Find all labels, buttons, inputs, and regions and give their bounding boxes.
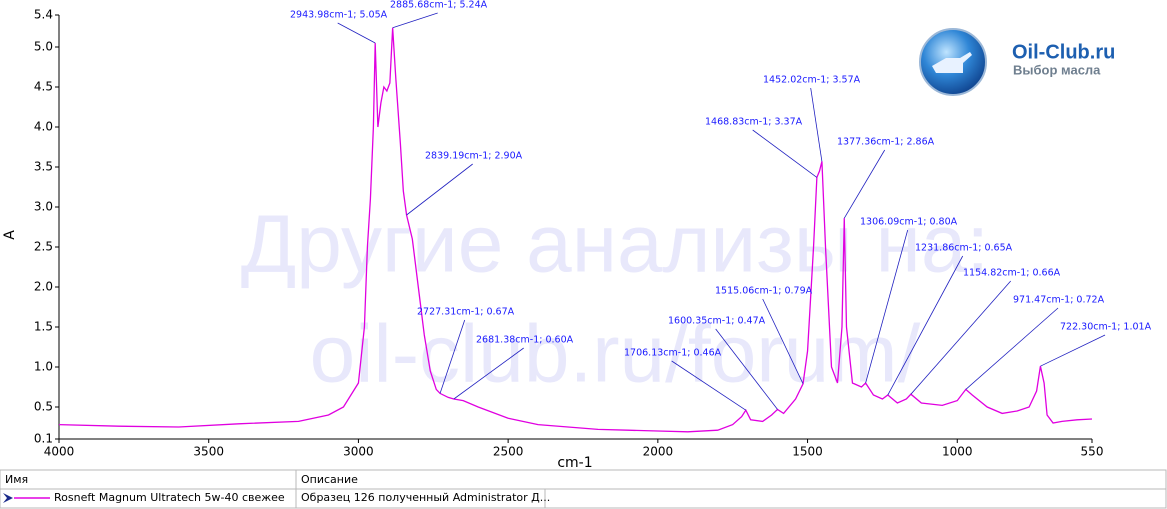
y-tick-label: 5.4 [34, 8, 53, 22]
annotation-leader [1040, 334, 1106, 367]
x-tick-label: 2000 [643, 445, 674, 459]
x-tick-label: 3000 [343, 445, 374, 459]
annotation-leader [715, 328, 778, 410]
annotation-leader [910, 280, 1012, 395]
x-tick-label: 2500 [493, 445, 524, 459]
annotation-label: 1377.36cm-1; 2.86A [837, 137, 935, 148]
x-tick-label: 1500 [792, 445, 823, 459]
table-header: Имя [5, 473, 28, 486]
annotation-leader [887, 255, 964, 396]
annotation-leader [843, 149, 886, 219]
annotation-label: 2727.31cm-1; 0.67A [417, 307, 515, 318]
legend-label[interactable]: Rosneft Magnum Ultratech 5w-40 свежее [54, 491, 285, 504]
y-tick-label: 3.5 [34, 160, 53, 174]
annotation-label: 1515.06cm-1; 0.79A [715, 286, 813, 297]
table-cell: Образец 126 полученный Administrator Д..… [301, 491, 550, 504]
logo-title: Oil-Club.ru [1012, 41, 1115, 63]
annotation-leader [810, 87, 823, 162]
annotation-leader [865, 229, 909, 384]
logo-subtitle: Выбор масла [1013, 62, 1101, 77]
annotation-leader [965, 307, 1059, 390]
table: Имя Описание Rosneft Magnum Ultratech 5w… [0, 469, 1167, 509]
logo-oilcan [932, 52, 972, 73]
spectrum-line [58, 27, 1093, 433]
table-header: Описание [301, 473, 358, 486]
y-tick-label: 2.5 [34, 240, 53, 254]
annotation-label: 1154.82cm-1; 0.66A [963, 268, 1061, 279]
annotation-leader [439, 319, 466, 394]
x-tick-label: 1000 [942, 445, 973, 459]
annotation-label: 1706.13cm-1; 0.46A [624, 348, 722, 359]
annotation-leader [671, 360, 747, 411]
x-tick-label: 4000 [44, 445, 75, 459]
y-tick-label: 0.5 [34, 400, 53, 414]
annotation-label: 1452.02cm-1; 3.57A [763, 75, 861, 86]
row-pointer [3, 493, 13, 503]
annotation-label: 1306.09cm-1; 0.80A [860, 217, 958, 228]
y-tick-label: 0.1 [34, 432, 53, 446]
y-tick-label: 5.0 [34, 40, 53, 54]
watermark: Другие анализы на: oil-club.ru/forum/ [241, 199, 989, 400]
annotation-leader [406, 163, 473, 216]
y-tick-label: 4.0 [34, 120, 53, 134]
annotation-label: 1231.86cm-1; 0.65A [915, 243, 1013, 254]
annotation-label: 1468.83cm-1; 3.37A [705, 117, 803, 128]
annotation-label: 2885.68cm-1; 5.24A [390, 0, 488, 11]
annotation-label: 971.47cm-1; 0.72A [1013, 295, 1105, 306]
y-tick-label: 1.5 [34, 320, 53, 334]
logo: Oil-Club.ru Выбор масла [919, 28, 1115, 96]
watermark-line: oil-club.ru/forum/ [310, 309, 921, 400]
annotation-label: 2839.19cm-1; 2.90A [425, 151, 523, 162]
y-tick-label: 1.0 [34, 360, 53, 374]
annotation-leader [392, 12, 438, 29]
x-tick-label: 3500 [193, 445, 224, 459]
annotation-leader [337, 22, 376, 44]
y-tick-label: 4.5 [34, 80, 53, 94]
annotation-label: 1600.35cm-1; 0.47A [668, 316, 766, 327]
annotation-label: 2943.98cm-1; 5.05A [290, 10, 388, 21]
x-axis-label: cm-1 [557, 455, 592, 471]
annotation-label: 722.30cm-1; 1.01A [1060, 322, 1152, 333]
annotation-leader [453, 347, 524, 400]
annotation-leader [752, 129, 818, 178]
annotation-leader [762, 298, 804, 384]
y-axis-label: A [2, 230, 18, 240]
x-tick-label: 550 [1081, 445, 1104, 459]
plot-area: 0.1 0.5 1.0 1.5 2.0 2.5 3.0 3.5 4.0 4.5 5.0 5.4 4000… [34, 0, 1152, 459]
y-tick-label: 3.0 [34, 200, 53, 214]
watermark-line: Другие анализы на: [241, 199, 989, 290]
y-tick-label: 2.0 [34, 280, 53, 294]
annotation-label: 2681.38cm-1; 0.60A [476, 335, 574, 346]
